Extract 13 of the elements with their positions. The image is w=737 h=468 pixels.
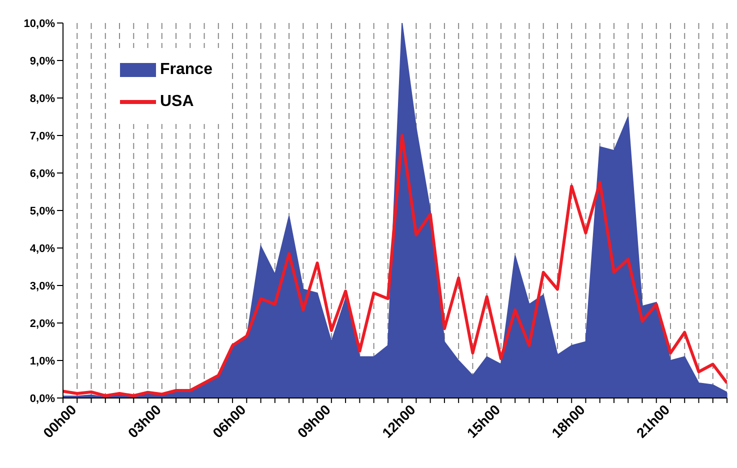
legend-label: France [160,61,212,79]
y-tick-label: 7,0% [30,130,56,142]
y-tick-label: 2,0% [30,318,56,330]
y-tick-label: 8,0% [30,92,56,105]
y-tick-label: 10,0% [24,18,56,30]
y-tick-label: 3,0% [30,280,56,292]
y-tick-label: 6,0% [30,168,56,180]
legend-label: USA [160,93,194,111]
y-tick-label: 0,0% [30,392,56,405]
y-tick-label: 1,0% [30,355,56,368]
y-tick-label: 9,0% [30,55,56,68]
y-tick-label: 5,0% [30,205,56,218]
y-tick-label: 4,0% [30,242,56,255]
